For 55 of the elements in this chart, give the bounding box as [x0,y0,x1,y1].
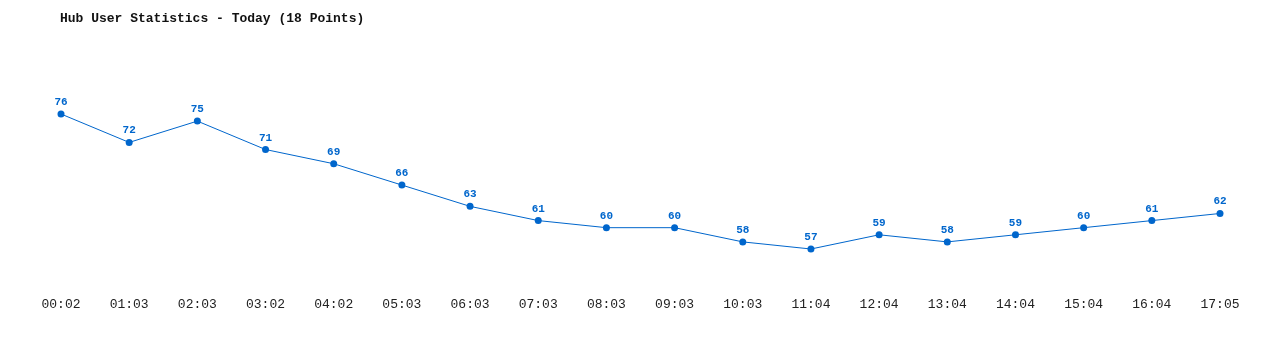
data-label: 57 [804,231,818,243]
point [262,146,270,154]
x-tick-label: 12:04 [859,297,899,312]
data-label: 60 [1077,209,1091,222]
x-tick-label: 00:02 [41,297,81,312]
data-label: 72 [122,124,136,137]
data-label: 59 [1008,216,1023,229]
x-tick-label: 08:03 [586,297,626,312]
data-label: 61 [531,202,546,215]
x-tick-label: 01:03 [109,297,149,312]
x-tick-label: 15:04 [1064,297,1104,312]
point [943,238,951,246]
data-label: 60 [667,209,682,222]
point [534,217,542,225]
point [193,117,201,125]
data-label: 75 [190,103,205,116]
point [398,181,406,189]
x-tick-label: 13:04 [927,297,967,312]
chart-title: Hub User Statistics - Today (18 Points) [60,11,365,26]
point [1216,209,1224,217]
data-label: 58 [736,223,750,236]
data-label: 62 [1213,195,1227,208]
x-tick-label: 10:03 [723,297,763,312]
point [1148,217,1156,225]
point [671,224,679,232]
data-label: 63 [463,188,478,201]
data-label: 66 [395,167,409,180]
x-tick-label: 04:02 [314,297,354,312]
x-tick-label: 05:03 [382,297,422,312]
point [807,245,815,253]
data-label: 60 [599,209,614,222]
point [739,238,747,246]
point [1011,231,1019,239]
point [466,202,474,210]
point [1080,224,1088,232]
x-tick-label: 09:03 [655,297,695,312]
data-label: 58 [940,223,955,236]
point [602,224,610,232]
x-tick-label: 16:04 [1132,297,1172,312]
data-label: 61 [1145,202,1159,215]
x-tick-label: 17:05 [1200,297,1240,312]
x-tick-label: 14:04 [995,297,1036,312]
x-tick-label: 06:03 [450,297,490,312]
point [875,231,883,239]
data-label: 76 [54,96,68,108]
x-tick-label: 11:04 [791,297,831,312]
point [125,138,133,146]
x-tick-label: 03:02 [246,297,286,312]
point [330,160,338,168]
data-label: 59 [872,216,886,229]
data-label: 71 [258,131,273,144]
data-label: 69 [327,145,341,158]
x-tick-label: 07:03 [518,297,558,312]
x-tick-label: 02:03 [177,297,217,312]
point [57,110,65,118]
